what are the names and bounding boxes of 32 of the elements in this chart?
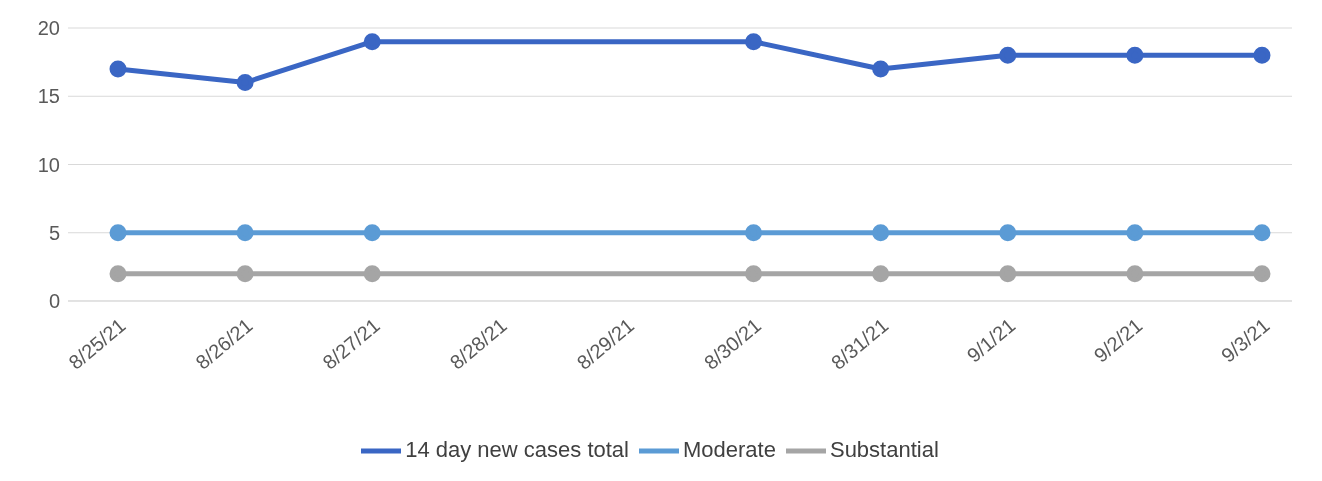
point <box>872 224 890 242</box>
point <box>999 46 1017 64</box>
point <box>363 265 381 283</box>
point <box>109 265 127 283</box>
legend-label: Substantial <box>829 436 939 462</box>
legend-label: 14 day new cases total <box>405 436 629 462</box>
point <box>745 265 763 283</box>
point <box>1253 265 1271 283</box>
point <box>999 224 1017 242</box>
point <box>109 60 127 78</box>
legend-label: Moderate <box>683 436 776 462</box>
point <box>363 33 381 51</box>
point <box>872 265 890 283</box>
point <box>363 224 381 242</box>
y-tick-label: 15 <box>37 85 60 108</box>
y-tick-label: 5 <box>48 221 60 244</box>
point <box>745 224 763 242</box>
point <box>999 265 1017 283</box>
y-tick-label: 0 <box>48 290 60 313</box>
y-tick-label: 20 <box>37 17 60 40</box>
point <box>236 224 254 242</box>
point <box>1253 46 1271 64</box>
point <box>236 74 254 92</box>
y-tick-label: 10 <box>37 153 60 176</box>
point <box>109 224 127 242</box>
point <box>872 60 890 78</box>
point <box>1253 224 1271 242</box>
point <box>1126 224 1144 242</box>
point <box>236 265 254 283</box>
point <box>745 33 763 51</box>
point <box>1126 46 1144 64</box>
point <box>1126 265 1144 283</box>
